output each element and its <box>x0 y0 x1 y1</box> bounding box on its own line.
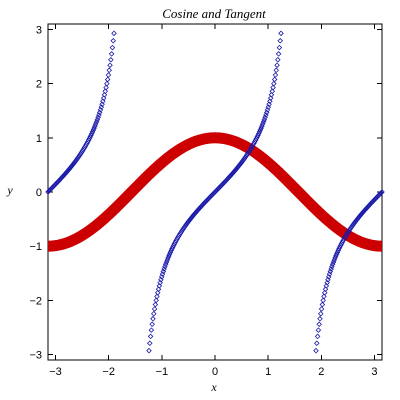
tangent-point <box>106 67 112 74</box>
tangent-point <box>147 333 154 340</box>
y-tick-label: 3 <box>36 24 42 36</box>
y-tick-label: 2 <box>36 79 42 91</box>
tangent-point <box>162 261 169 268</box>
cosine-series-line <box>43 132 387 252</box>
tangent-point <box>321 289 328 296</box>
chart-title: Cosine and Tangent <box>162 6 266 21</box>
tangent-point <box>94 116 101 123</box>
tangent-point <box>152 301 159 308</box>
tangent-point <box>150 316 156 322</box>
x-tick-label: 2 <box>318 366 324 378</box>
tangent-point <box>109 44 116 51</box>
tangent-point <box>108 57 114 63</box>
y-tick-label: 0 <box>36 187 42 199</box>
tangent-point <box>315 327 322 333</box>
tangent-point <box>272 72 279 78</box>
tangent-point <box>155 286 162 292</box>
tangent-point <box>158 276 164 283</box>
x-tick-label: −3 <box>49 366 62 378</box>
tangent-point <box>265 104 272 110</box>
tangent-point <box>153 297 159 304</box>
tangent-point <box>108 51 115 57</box>
tangent-point <box>102 88 109 95</box>
x-tick-label: −1 <box>156 366 169 378</box>
tangent-point <box>278 30 284 37</box>
tangent-point <box>275 51 282 57</box>
tangent-point <box>101 92 108 98</box>
tangent-point <box>320 297 326 304</box>
tangent-point <box>271 80 277 87</box>
tangent-point <box>317 316 323 322</box>
tangent-point <box>266 101 272 108</box>
tangent-point <box>271 76 278 83</box>
tangent-point <box>322 286 329 292</box>
tangent-point <box>277 37 283 44</box>
tangent-point <box>269 88 276 95</box>
tangent-point <box>105 72 112 78</box>
tangent-point <box>103 84 109 91</box>
tangent-point <box>379 189 385 195</box>
tangent-point <box>318 306 325 312</box>
tangent-point <box>104 76 111 83</box>
tangent-point <box>321 293 327 300</box>
tangent-point <box>100 98 106 105</box>
tangent-point <box>107 62 113 68</box>
tangent-point <box>98 104 105 110</box>
tangent-point <box>329 261 336 268</box>
tangent-point <box>151 310 157 317</box>
tangent-point <box>154 289 161 296</box>
tangent-point <box>319 301 326 308</box>
y-tick-label: −1 <box>29 241 42 253</box>
tangent-point <box>268 92 275 98</box>
tangent-point <box>100 95 107 101</box>
tangent-point <box>147 340 153 347</box>
x-tick-label: −2 <box>102 366 115 378</box>
tangent-point <box>151 306 158 312</box>
series-layer <box>43 30 387 354</box>
tangent-point <box>270 84 276 91</box>
tangent-point <box>154 293 160 300</box>
tangent-point <box>316 321 322 327</box>
x-tick-label: 1 <box>265 366 271 378</box>
tangent-point <box>87 134 93 140</box>
tangent-point <box>149 321 155 327</box>
x-axis-label: x <box>210 380 217 394</box>
tangent-point <box>99 101 105 108</box>
tangent-point <box>313 347 319 354</box>
x-tick-label: 0 <box>212 366 218 378</box>
y-tick-label: 1 <box>36 133 42 145</box>
y-axis-label: y <box>6 183 13 197</box>
tangent-point <box>314 340 320 347</box>
ticks-layer: −3 −2 −1 0 1 2 3 −3 −2 −1 0 1 2 3 <box>29 24 382 378</box>
tangent-point <box>325 276 331 283</box>
tangent-point <box>267 95 274 101</box>
x-tick-label: 3 <box>371 366 377 378</box>
tangent-point <box>275 57 281 63</box>
tangent-point <box>314 333 321 340</box>
tangent-point <box>111 30 117 37</box>
tangent-point <box>254 134 260 140</box>
tangent-point <box>276 44 283 51</box>
tangent-point <box>157 279 163 286</box>
tangent-point <box>261 116 268 123</box>
tangent-point <box>146 347 152 354</box>
plot-frame <box>47 23 383 361</box>
tangent-point <box>110 37 116 44</box>
tangent-point <box>267 98 273 105</box>
tangent-point <box>156 283 163 289</box>
y-tick-label: −2 <box>29 295 42 307</box>
tangent-point <box>323 283 330 289</box>
tangent-point <box>273 67 279 74</box>
tangent-point <box>274 62 280 68</box>
tangent-point <box>148 327 155 333</box>
tangent-point <box>104 80 110 87</box>
tangent-point <box>318 310 324 317</box>
y-tick-label: −3 <box>29 350 42 362</box>
tangent-point <box>324 279 330 286</box>
